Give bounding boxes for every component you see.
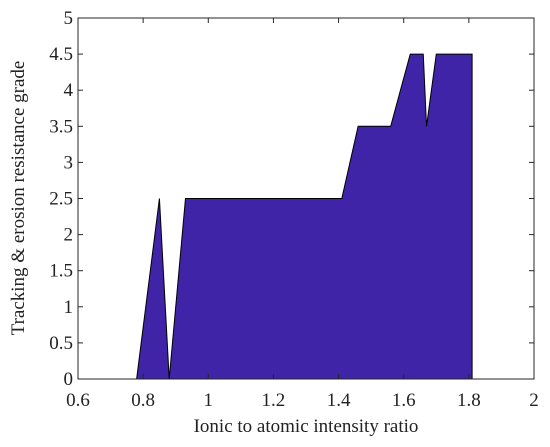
x-tick-label: 1: [204, 390, 214, 411]
y-axis-label: Tracking & erosion resistance grade: [8, 61, 29, 336]
x-tick-label: 0.8: [131, 390, 155, 411]
x-tick-label: 0.6: [66, 390, 90, 411]
y-tick-label: 4.5: [49, 44, 73, 65]
x-tick-label: 1.2: [262, 390, 286, 411]
y-tick-label: 5: [64, 8, 74, 29]
y-tick-label: 0.5: [49, 333, 73, 354]
x-axis-label: Ionic to atomic intensity ratio: [194, 416, 419, 437]
x-tick-label: 1.4: [327, 390, 351, 411]
y-tick-label: 2: [64, 225, 74, 246]
y-tick-label: 3.5: [49, 116, 73, 137]
y-tick-label: 4: [64, 80, 74, 101]
y-tick-label: 0: [64, 369, 74, 390]
y-tick-label: 3: [64, 152, 74, 173]
y-tick-label: 1: [64, 297, 74, 318]
area: [136, 53, 473, 380]
y-tick-label: 1.5: [49, 261, 73, 282]
x-tick-label: 2: [529, 390, 539, 411]
x-tick-label: 1.8: [457, 390, 481, 411]
x-tick-label: 1.6: [392, 390, 416, 411]
y-tick-label: 2.5: [49, 189, 73, 210]
